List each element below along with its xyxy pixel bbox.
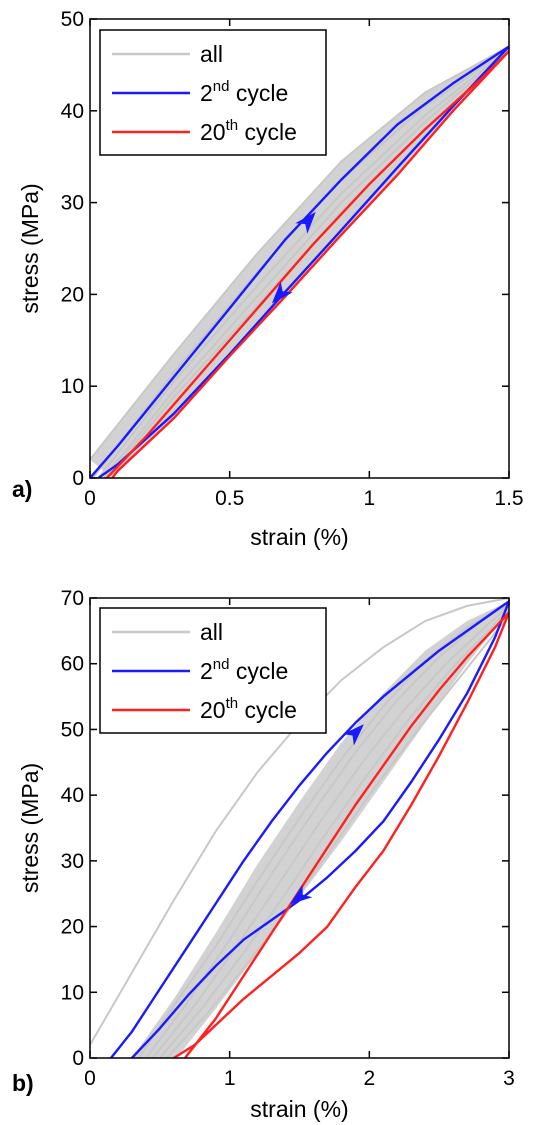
direction-arrow-up [342, 724, 364, 746]
x-tick-label: 0 [84, 1067, 96, 1090]
legend-label: all [200, 41, 223, 67]
series-all-line-4 [152, 605, 509, 1058]
x-tick-label: 1.5 [494, 487, 523, 510]
legend-label: 2nd cycle [200, 656, 288, 684]
legend: all 2nd cycle 20th cycle [99, 607, 327, 734]
plot-area [90, 45, 509, 478]
series-20th-cycle-line [105, 49, 509, 478]
legend-label: all [200, 619, 223, 645]
y-tick-label: 10 [61, 981, 84, 1004]
series-all-line-5 [159, 607, 509, 1058]
series-all-line-2 [138, 600, 509, 1058]
axes-frame [89, 18, 510, 479]
y-tick-label: 10 [61, 375, 84, 398]
plot-area [90, 598, 509, 1058]
x-tick-label: 0 [84, 487, 96, 510]
y-tick-label: 50 [61, 8, 84, 31]
y-axis-label: stress (MPa) [17, 183, 43, 313]
direction-arrow-down [271, 281, 293, 304]
axes-frame [89, 597, 510, 1059]
series-20th-cycle-line [173, 611, 509, 1058]
y-tick-label: 0 [72, 1047, 84, 1070]
x-tick-label: 3 [503, 1067, 515, 1090]
panel-label: b) [12, 1070, 34, 1096]
series-all-line-6 [166, 609, 509, 1058]
x-tick-label: 2 [363, 1067, 375, 1090]
series-all-line-4 [103, 49, 509, 478]
x-axis-label: strain (%) [250, 1096, 348, 1122]
y-axis-label: stress (MPa) [17, 763, 43, 893]
legend-label: 20th cycle [200, 117, 297, 145]
x-tick-label: 1 [224, 1067, 236, 1090]
series-2nd-cycle-line [110, 600, 509, 1058]
series-2nd-cycle-line [90, 45, 509, 478]
x-tick-label: 0.5 [215, 487, 244, 510]
panel-label: a) [12, 476, 32, 502]
y-tick-label: 40 [61, 784, 84, 807]
y-tick-label: 30 [61, 850, 84, 873]
legend-label: 2nd cycle [200, 78, 288, 106]
y-tick-label: 20 [61, 916, 84, 939]
chart-panel-a: 0 0.5 1 1.5 0 10 20 30 40 50 strain (%) stress (MPa… [12, 8, 524, 550]
y-tick-label: 60 [61, 653, 84, 676]
direction-arrow-down [289, 884, 313, 905]
all-cycles-band [90, 46, 509, 478]
y-tick-label: 30 [61, 192, 84, 215]
series-all-line-1 [90, 45, 509, 461]
y-tick-label: 20 [61, 283, 84, 306]
direction-arrow-up [295, 211, 316, 234]
x-axis-label: strain (%) [250, 524, 348, 550]
y-tick-label: 50 [61, 718, 84, 741]
y-tick-label: 70 [61, 587, 84, 610]
y-tick-label: 0 [72, 467, 84, 490]
legend: all 2nd cycle 20th cycle [99, 29, 327, 156]
y-tick-label: 40 [61, 100, 84, 123]
x-tick-label: 1 [363, 487, 375, 510]
series-all-line-3 [97, 48, 509, 478]
legend-label: 20th cycle [200, 695, 297, 723]
series-all-line-3 [145, 603, 509, 1058]
